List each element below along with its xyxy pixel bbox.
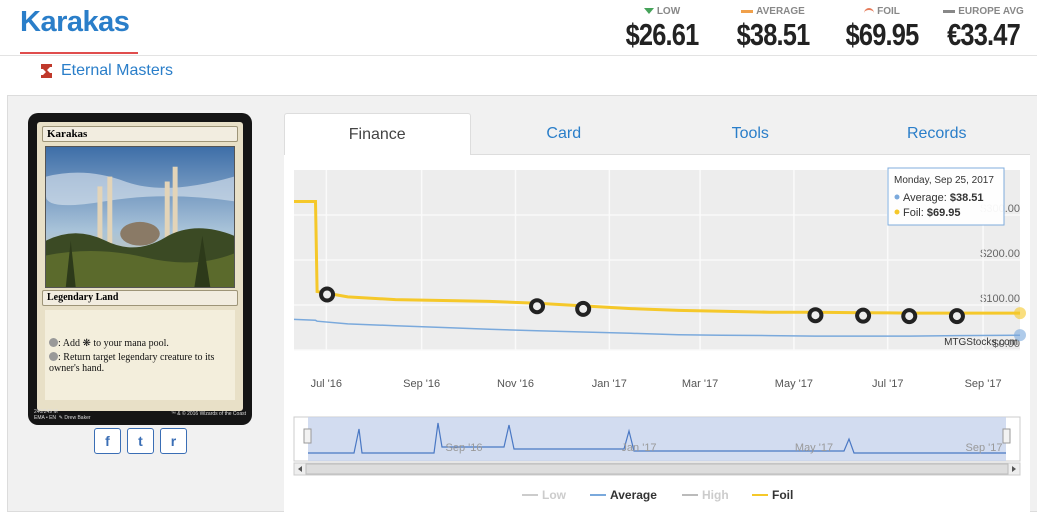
series-line-foil: [294, 200, 1020, 315]
legend-item-foil[interactable]: Foil: [772, 488, 793, 502]
tab-bar: Finance Card Tools Records: [284, 113, 1030, 156]
title-underline: [20, 52, 138, 54]
price-average-value: $38.51: [736, 17, 811, 52]
navigator-right-handle[interactable]: [1002, 428, 1011, 444]
card-footer: 240/249 M EMA • EN ✎ Drew Baker ™ & © 20…: [34, 409, 246, 421]
price-foil-value: $69.95: [845, 17, 920, 52]
y-tick-label: $0.00: [992, 338, 1020, 350]
legend-item-low[interactable]: Low: [542, 488, 567, 502]
x-tick-label: Jan '17: [592, 378, 627, 390]
navigator-scrollbar-thumb[interactable]: [305, 463, 1009, 475]
facebook-icon: f: [105, 433, 110, 449]
set-release-marker-inner: [859, 311, 868, 320]
set-link[interactable]: Eternal Masters: [40, 62, 173, 80]
reddit-share-button[interactable]: r: [160, 428, 187, 454]
tooltip-foil-dot: [894, 209, 900, 215]
foil-endpoint: [1014, 307, 1026, 320]
price-europe: EUROPE AVG €33.47: [936, 4, 1031, 52]
navigator-tick-label: Jan '17: [621, 442, 656, 454]
navigator-series: [308, 422, 1006, 454]
price-summary: LOW $26.61 AVERAGE $38.51 FOIL $69.95 EU…: [606, 4, 1031, 52]
navigator-left-handle[interactable]: [303, 428, 312, 444]
y-tick-label: $200.00: [980, 248, 1020, 260]
x-tick-label: May '17: [775, 378, 813, 390]
navigator-tick-label: Sep '17: [966, 442, 1003, 454]
facebook-share-button[interactable]: f: [94, 428, 121, 454]
reddit-icon: r: [170, 433, 177, 449]
tooltip-average: Average: $38.51: [903, 192, 984, 204]
legend-item-high[interactable]: High: [702, 488, 729, 502]
navigator-tick-label: Sep '16: [446, 442, 483, 454]
tab-finance[interactable]: Finance: [284, 113, 471, 156]
set-name[interactable]: Eternal Masters: [61, 62, 174, 79]
tooltip-average-dot: [894, 194, 900, 200]
tap-symbol-icon: [49, 338, 58, 347]
twitter-share-button[interactable]: t: [127, 428, 154, 454]
page-title: Karakas: [20, 6, 130, 38]
set-release-marker-inner: [905, 312, 914, 321]
x-tick-label: Jul '16: [311, 378, 342, 390]
tap-symbol-icon: [49, 352, 58, 361]
price-low: LOW $26.61: [606, 4, 718, 52]
navigator-tick-label: May '17: [795, 442, 833, 454]
price-low-value: $26.61: [625, 17, 700, 52]
average-endpoint: [1014, 329, 1026, 342]
chart-tooltip: [887, 167, 1005, 226]
card-image[interactable]: Karakas Legendary Land: [28, 113, 252, 425]
page-header: Karakas LOW $26.61 AVERAGE $38.51 FOIL $…: [0, 0, 1037, 56]
set-release-marker-inner: [323, 290, 332, 299]
scroll-left-icon[interactable]: [298, 466, 302, 472]
set-release-marker-inner: [533, 302, 542, 311]
y-tick-label: $100.00: [980, 293, 1020, 305]
set-release-marker-inner: [579, 304, 588, 313]
card-rules-text: : Add ❋ to your mana pool. : Return targ…: [45, 310, 235, 400]
price-foil: FOIL $69.95: [828, 4, 936, 52]
card-name: Karakas: [42, 126, 238, 142]
tooltip-foil: Foil: $69.95: [903, 207, 961, 219]
card-type-line: Legendary Land: [42, 290, 238, 306]
tab-card[interactable]: Card: [546, 125, 582, 142]
legend-item-average[interactable]: Average: [610, 488, 657, 502]
social-share-buttons: f t r: [94, 428, 187, 454]
price-average: AVERAGE $38.51: [718, 4, 828, 52]
x-tick-label: Mar '17: [682, 378, 718, 390]
set-symbol-icon: [41, 64, 52, 78]
x-tick-label: Sep '16: [403, 378, 440, 390]
x-tick-label: Jul '17: [872, 378, 903, 390]
card-art: [45, 146, 235, 288]
average-indicator-icon: [741, 9, 754, 13]
series-line-average: [293, 318, 1021, 337]
watermark: MTGStocks.com: [944, 337, 1018, 348]
set-release-marker-inner: [952, 312, 961, 321]
set-release-marker-inner: [811, 311, 820, 320]
price-europe-value: €33.47: [947, 17, 1021, 52]
foil-indicator-icon: [864, 8, 875, 14]
europe-indicator-icon: [943, 9, 956, 13]
tab-tools[interactable]: Tools: [731, 125, 769, 142]
tooltip-date: Monday, Sep 25, 2017: [894, 175, 994, 186]
scroll-right-icon[interactable]: [1012, 466, 1016, 472]
low-indicator-icon: [643, 8, 654, 14]
tab-records[interactable]: Records: [906, 125, 967, 142]
x-tick-label: Nov '16: [497, 378, 534, 390]
x-tick-label: Sep '17: [965, 378, 1002, 390]
navigator-selection[interactable]: [308, 417, 1006, 461]
twitter-icon: t: [138, 433, 143, 449]
